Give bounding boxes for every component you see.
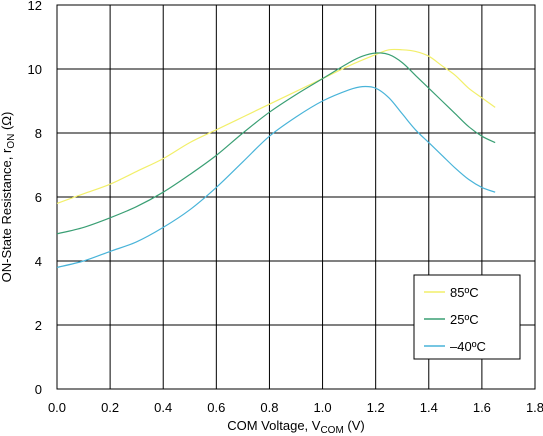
y-tick-label: 6 <box>35 190 42 205</box>
series-line-2 <box>56 85 496 268</box>
x-tick-label: 1.8 <box>526 400 543 415</box>
series-line-0 <box>56 48 496 204</box>
x-axis-title: COM Voltage, VCOM (V) <box>227 418 365 436</box>
x-tick-label: 1.4 <box>420 400 438 415</box>
x-tick-label: 0.0 <box>48 400 66 415</box>
legend-label-2: –40ºC <box>450 339 486 354</box>
series-line-1 <box>56 52 496 235</box>
x-tick-label: 1.2 <box>367 400 385 415</box>
x-tick-label: 1.6 <box>473 400 491 415</box>
y-tick-label: 0 <box>35 382 42 397</box>
y-axis-title: ON-State Resistance, rON (Ω) <box>0 112 17 283</box>
legend: 85ºC 25ºC –40ºC <box>413 274 521 360</box>
y-tick-label: 12 <box>28 0 42 13</box>
y-tick-labels: 0 2 4 6 8 10 12 <box>28 0 42 397</box>
legend-items: 85ºC 25ºC –40ºC <box>424 285 486 354</box>
y-tick-label: 2 <box>35 318 42 333</box>
x-tick-label: 0.8 <box>260 400 278 415</box>
legend-box <box>413 274 521 360</box>
x-tick-label: 0.2 <box>101 400 119 415</box>
legend-label-0: 85ºC <box>450 285 479 300</box>
x-tick-label: 0.4 <box>154 400 172 415</box>
series-group <box>56 48 496 268</box>
y-tick-label: 8 <box>35 126 42 141</box>
x-tick-label: 0.6 <box>207 400 225 415</box>
x-tick-labels: 0.0 0.2 0.4 0.6 0.8 1.0 1.2 1.4 1.6 1.8 <box>48 400 543 415</box>
y-tick-label: 10 <box>28 62 42 77</box>
legend-label-1: 25ºC <box>450 312 479 327</box>
x-tick-label: 1.0 <box>314 400 332 415</box>
plot-frame <box>56 4 536 390</box>
y-tick-label: 4 <box>35 254 42 269</box>
